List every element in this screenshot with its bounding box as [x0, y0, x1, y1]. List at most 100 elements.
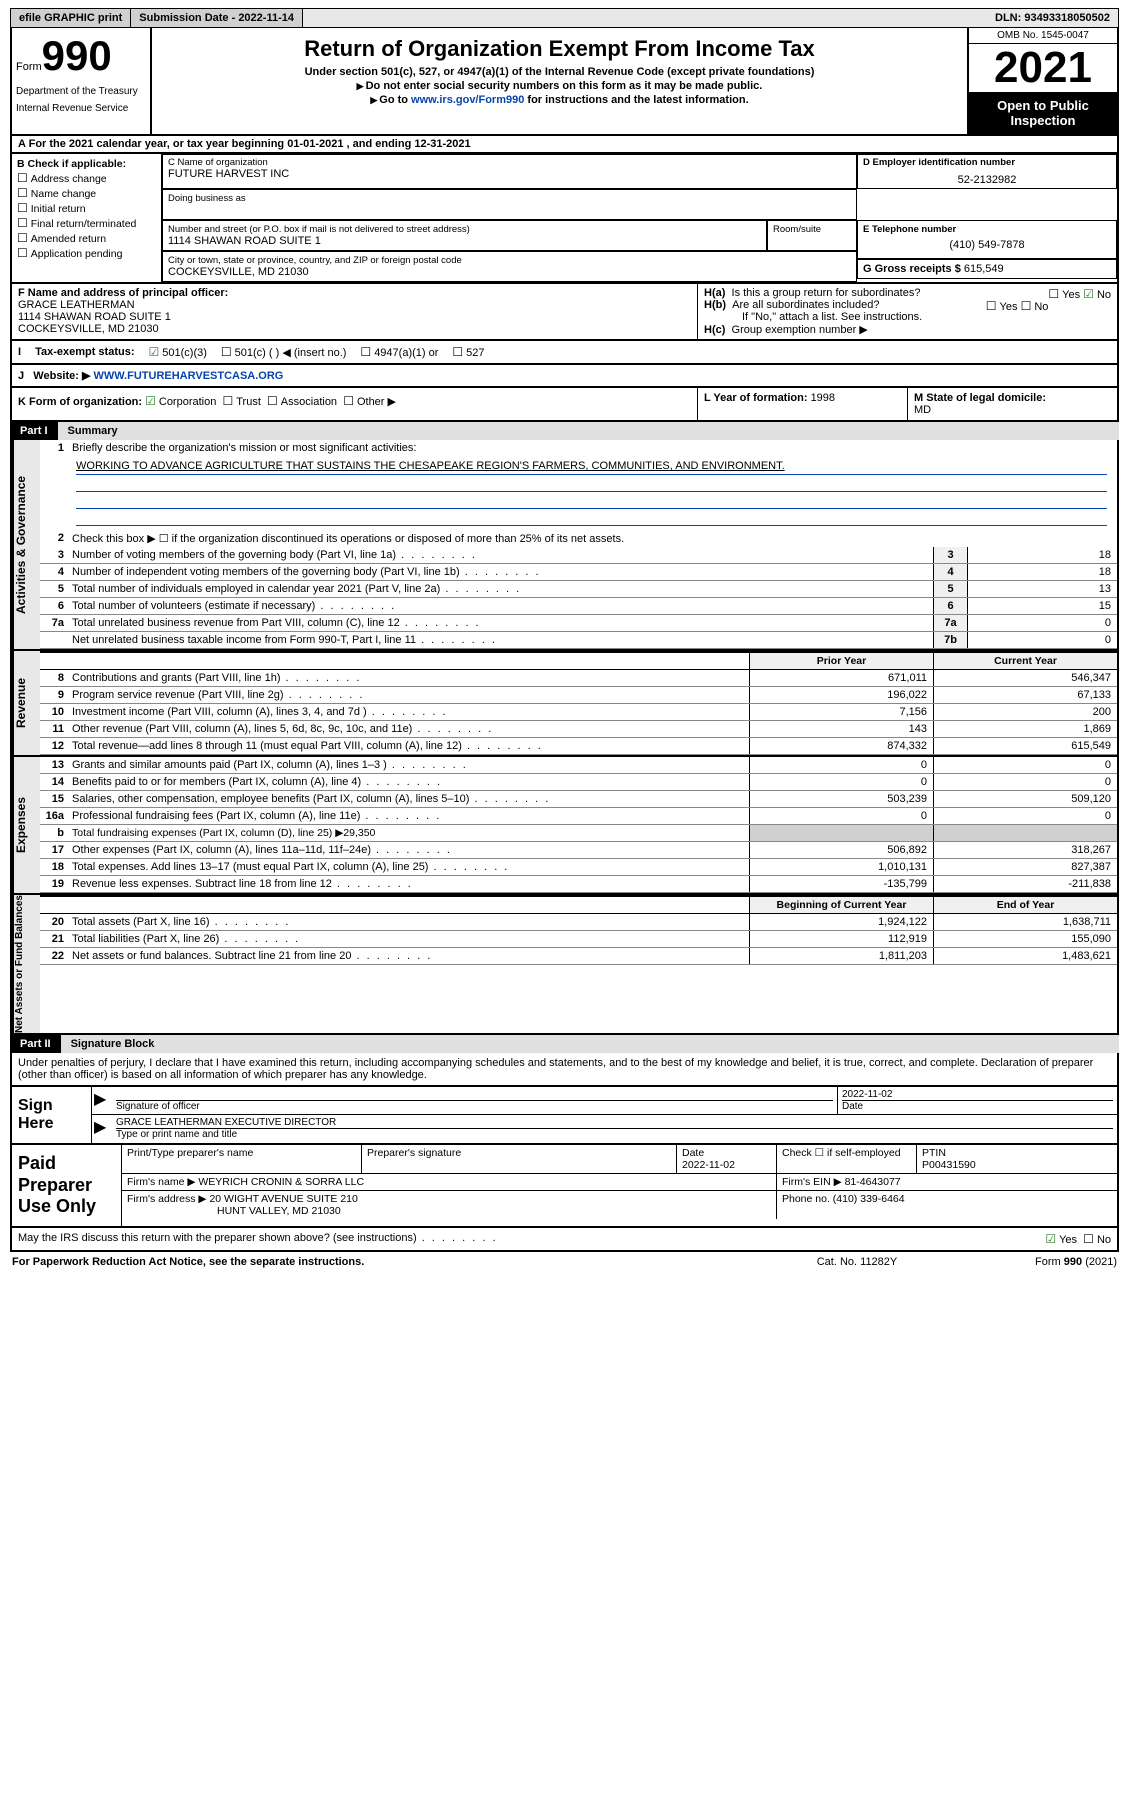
chk-527[interactable]: 527	[452, 345, 484, 359]
chk-4947[interactable]: 4947(a)(1) or	[360, 345, 438, 359]
line-text: Total revenue—add lines 8 through 11 (mu…	[68, 738, 749, 754]
chk-501c[interactable]: 501(c) ( ) ◀ (insert no.)	[221, 345, 347, 359]
expenses-section: Expenses 13Grants and similar amounts pa…	[10, 757, 1119, 895]
ha-no[interactable]: No	[1083, 289, 1111, 301]
line-text: Contributions and grants (Part VIII, lin…	[68, 670, 749, 686]
addr-label: Number and street (or P.O. box if mail i…	[168, 224, 761, 235]
line-text: Total expenses. Add lines 13–17 (must eq…	[68, 859, 749, 875]
prep-ptin-val: P00431590	[922, 1159, 976, 1171]
current-val: 1,483,621	[933, 948, 1117, 964]
line-text: Total assets (Part X, line 16)	[68, 914, 749, 930]
prior-val: 1,924,122	[749, 914, 933, 930]
city-state-zip: COCKEYSVILLE, MD 21030	[168, 266, 851, 278]
firm-addr2: HUNT VALLEY, MD 21030	[127, 1205, 341, 1217]
firm-ein-label: Firm's EIN ▶	[782, 1176, 842, 1188]
hb-yes[interactable]: Yes	[986, 301, 1018, 313]
ein: 52-2132982	[863, 168, 1111, 186]
line-text: Grants and similar amounts paid (Part IX…	[68, 757, 749, 773]
line-text: Total number of volunteers (estimate if …	[68, 598, 933, 614]
paid-preparer-block: Paid Preparer Use Only Print/Type prepar…	[10, 1145, 1119, 1228]
line-n: 11	[40, 721, 68, 737]
chk-initial-return[interactable]: Initial return	[17, 201, 156, 215]
line-n: 3	[40, 547, 68, 563]
prep-self-employed[interactable]: Check ☐ if self-employed	[777, 1145, 917, 1173]
prep-h-sig: Preparer's signature	[362, 1145, 677, 1173]
line-text: Number of voting members of the governin…	[68, 547, 933, 563]
e-label: E Telephone number	[863, 224, 1111, 235]
line-text: Other revenue (Part VIII, column (A), li…	[68, 721, 749, 737]
chk-association[interactable]: Association	[267, 396, 337, 408]
revenue-section: Revenue Prior YearCurrent Year 8Contribu…	[10, 651, 1119, 757]
current-val: 827,387	[933, 859, 1117, 875]
goto-link[interactable]: www.irs.gov/Form990	[411, 94, 524, 106]
line-box: 7a	[933, 615, 967, 631]
line-n: 16a	[40, 808, 68, 824]
chk-corporation[interactable]: Corporation	[145, 396, 216, 408]
current-val: -211,838	[933, 876, 1117, 892]
form-ref: Form 990 (2021)	[957, 1256, 1117, 1268]
sign-here-block: Sign Here ▶ Signature of officer 2022-11…	[10, 1087, 1119, 1145]
part-i-tag: Part I	[10, 422, 58, 440]
current-val: 509,120	[933, 791, 1117, 807]
col-current-year: Current Year	[933, 653, 1117, 669]
line-text: Net unrelated business taxable income fr…	[68, 632, 933, 648]
activities-governance-section: Activities & Governance 1Briefly describ…	[10, 440, 1119, 651]
ha-yes[interactable]: Yes	[1048, 289, 1080, 301]
block-b: B Check if applicable: Address change Na…	[12, 154, 162, 282]
i-label: Tax-exempt status:	[35, 346, 134, 358]
chk-name-change[interactable]: Name change	[17, 186, 156, 200]
line-n: 22	[40, 948, 68, 964]
tax-year: 2021	[969, 44, 1117, 92]
line-text: Salaries, other compensation, employee b…	[68, 791, 749, 807]
firm-addr1: 20 WIGHT AVENUE SUITE 210	[209, 1193, 357, 1205]
discuss-row: May the IRS discuss this return with the…	[10, 1228, 1119, 1252]
submission-date[interactable]: Submission Date - 2022-11-14	[131, 9, 303, 27]
current-val: 546,347	[933, 670, 1117, 686]
part-i-title: Summary	[58, 422, 1119, 440]
b-label: B Check if applicable:	[17, 158, 156, 170]
firm-addr-label: Firm's address ▶	[127, 1193, 207, 1205]
discuss-yes[interactable]: Yes	[1045, 1234, 1077, 1246]
line-n: 8	[40, 670, 68, 686]
line-n: 17	[40, 842, 68, 858]
chk-application-pending[interactable]: Application pending	[17, 246, 156, 260]
line-n: 9	[40, 687, 68, 703]
line-text: Professional fundraising fees (Part IX, …	[68, 808, 749, 824]
line-n: 5	[40, 581, 68, 597]
hb-text: Are all subordinates included?	[732, 299, 879, 311]
line-n: 10	[40, 704, 68, 720]
line-16b-t: Total fundraising expenses (Part IX, col…	[68, 825, 749, 841]
discuss-no[interactable]: No	[1083, 1234, 1111, 1246]
line-n: 13	[40, 757, 68, 773]
prior-val: 0	[749, 774, 933, 790]
line-n: 15	[40, 791, 68, 807]
chk-address-change[interactable]: Address change	[17, 171, 156, 185]
line-text: Benefits paid to or for members (Part IX…	[68, 774, 749, 790]
sig-officer-name: GRACE LEATHERMAN EXECUTIVE DIRECTOR	[116, 1117, 1113, 1128]
hb-no[interactable]: No	[1021, 301, 1049, 313]
website-link[interactable]: WWW.FUTUREHARVESTCASA.ORG	[94, 370, 284, 382]
gross-receipts: 615,549	[964, 263, 1004, 275]
footer: For Paperwork Reduction Act Notice, see …	[10, 1252, 1119, 1272]
col-prior-year: Prior Year	[749, 653, 933, 669]
officer-addr2: COCKEYSVILLE, MD 21030	[18, 323, 691, 335]
k-label: K Form of organization:	[18, 396, 142, 408]
efile-print-button[interactable]: efile GRAPHIC print	[11, 9, 131, 27]
chk-final-return[interactable]: Final return/terminated	[17, 216, 156, 230]
state-domicile: MD	[914, 404, 931, 416]
org-name: FUTURE HARVEST INC	[168, 168, 851, 180]
sig-officer-label: Signature of officer	[116, 1100, 833, 1112]
subtitle-1: Under section 501(c), 527, or 4947(a)(1)…	[158, 66, 961, 78]
line-val: 0	[967, 615, 1117, 631]
chk-trust[interactable]: Trust	[222, 396, 260, 408]
line-text: Program service revenue (Part VIII, line…	[68, 687, 749, 703]
goto-pre: Go to	[379, 94, 411, 106]
chk-other[interactable]: Other ▶	[343, 396, 396, 408]
chk-501c3[interactable]: 501(c)(3)	[149, 345, 207, 359]
open-to-public: Open to Public Inspection	[969, 92, 1117, 134]
telephone: (410) 549-7878	[863, 235, 1111, 255]
col-begin-year: Beginning of Current Year	[749, 897, 933, 913]
chk-amended-return[interactable]: Amended return	[17, 231, 156, 245]
line-j-website: J Website: ▶ WWW.FUTUREHARVESTCASA.ORG	[10, 365, 1119, 388]
tab-net-assets: Net Assets or Fund Balances	[12, 895, 40, 1033]
